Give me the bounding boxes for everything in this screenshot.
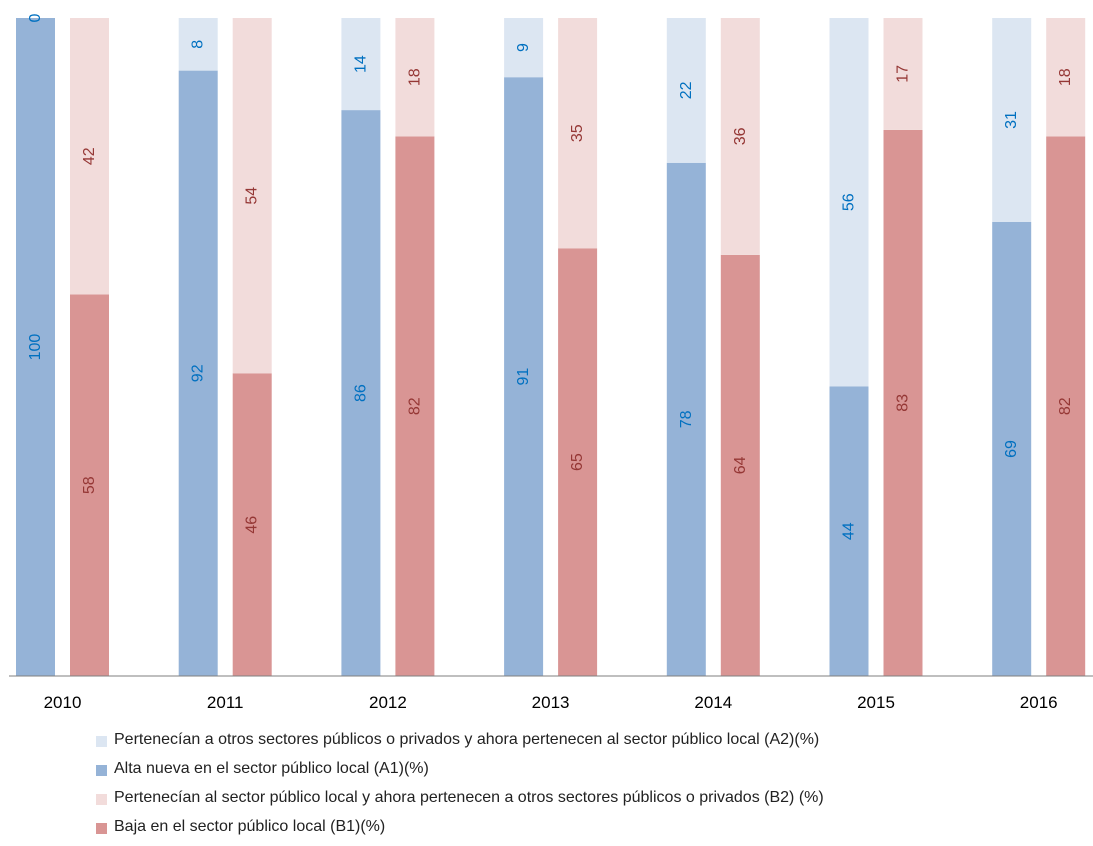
bar-b2-2014 (720, 18, 760, 255)
data-label-b2-2010: 42 (81, 147, 98, 165)
bars-layer (16, 18, 1086, 677)
data-label-a2-2012: 14 (352, 55, 369, 73)
data-label-b2-2011: 54 (244, 187, 261, 205)
legend-label-b1: Baja en el sector público local (B1)(%) (114, 818, 386, 835)
data-label-b2-2013: 35 (569, 124, 586, 142)
data-label-a1-2010: 100 (27, 334, 44, 361)
data-label-a2-2010: 0 (27, 13, 44, 22)
bar-b1-2010 (70, 294, 109, 676)
bar-b1-2013 (558, 248, 598, 677)
bar-b2-2013 (558, 18, 598, 249)
data-label-a2-2013: 9 (515, 43, 532, 52)
bar-a1-2013 (504, 77, 544, 676)
bar-b1-2015 (883, 129, 923, 676)
data-label-b1-2013: 65 (569, 453, 586, 471)
bar-a1-2012 (341, 110, 381, 677)
legend-swatch-b2 (96, 794, 107, 805)
bar-a2-2013 (504, 18, 544, 78)
data-label-a1-2014: 78 (678, 410, 695, 428)
legend-swatch-a1 (96, 765, 107, 776)
data-label-a2-2014: 22 (678, 81, 695, 99)
x-tick-label-2015: 2015 (857, 693, 895, 712)
data-label-b1-2012: 82 (406, 397, 423, 415)
data-label-a2-2015: 56 (841, 193, 858, 211)
bar-b1-2011 (232, 373, 272, 676)
data-label-a2-2016: 31 (1003, 111, 1020, 129)
legend-swatch-a2 (96, 736, 107, 747)
data-label-b2-2014: 36 (732, 127, 749, 145)
x-tick-label-2016: 2016 (1020, 693, 1058, 712)
bar-a1-2016 (992, 222, 1032, 676)
data-label-b1-2010: 58 (81, 476, 98, 494)
data-label-b1-2014: 64 (732, 456, 749, 474)
x-tick-label-2012: 2012 (369, 693, 407, 712)
bar-b1-2014 (720, 254, 760, 676)
x-tick-labels: 2010 2011 2012 2013 2014 2015 2016 (44, 693, 1058, 712)
data-label-b2-2016: 18 (1057, 68, 1074, 86)
data-label-a1-2013: 91 (515, 368, 532, 386)
data-label-a1-2011: 92 (190, 364, 207, 382)
bar-b1-2016 (1046, 136, 1086, 676)
x-tick-label-2011: 2011 (207, 693, 244, 712)
bar-b1-2012 (395, 136, 435, 676)
data-labels-layer: 100 0 58 42 92 8 46 54 86 14 82 18 91 9 65 35 78 22 64 36 44… (27, 13, 1074, 540)
x-tick-label-2014: 2014 (694, 693, 732, 712)
bar-b2-2011 (232, 18, 272, 374)
data-label-a1-2015: 44 (841, 522, 858, 540)
data-label-b1-2015: 83 (895, 394, 912, 412)
legend-label-a1: Alta nueva en el sector público local (A… (114, 760, 429, 777)
bar-b2-2010 (70, 18, 109, 295)
x-tick-label-2010: 2010 (44, 693, 82, 712)
bar-a2-2012 (341, 18, 381, 111)
legend-label-a2: Pertenecían a otros sectores públicos o … (114, 731, 820, 748)
data-label-b1-2011: 46 (244, 516, 261, 534)
bar-b2-2015 (883, 18, 923, 130)
data-label-b2-2015: 17 (895, 65, 912, 83)
bar-a1-2011 (178, 70, 218, 677)
data-label-b1-2016: 82 (1057, 397, 1074, 415)
bar-a2-2016 (992, 18, 1032, 222)
bar-a2-2011 (178, 18, 218, 71)
bar-b2-2012 (395, 18, 435, 137)
x-tick-label-2013: 2013 (532, 693, 570, 712)
bar-a1-2010 (16, 18, 55, 676)
bar-a2-2015 (829, 18, 869, 387)
bar-a2-2014 (666, 18, 706, 163)
data-label-b2-2012: 18 (406, 68, 423, 86)
bar-a1-2015 (829, 386, 869, 676)
legend-swatch-b1 (96, 823, 107, 834)
bar-b2-2016 (1046, 18, 1086, 137)
data-label-a1-2012: 86 (352, 384, 369, 402)
data-label-a2-2011: 8 (190, 40, 207, 49)
data-label-a1-2016: 69 (1003, 440, 1020, 458)
legend-label-b2: Pertenecían al sector público local y ah… (114, 789, 824, 806)
bar-a1-2014 (666, 162, 706, 677)
